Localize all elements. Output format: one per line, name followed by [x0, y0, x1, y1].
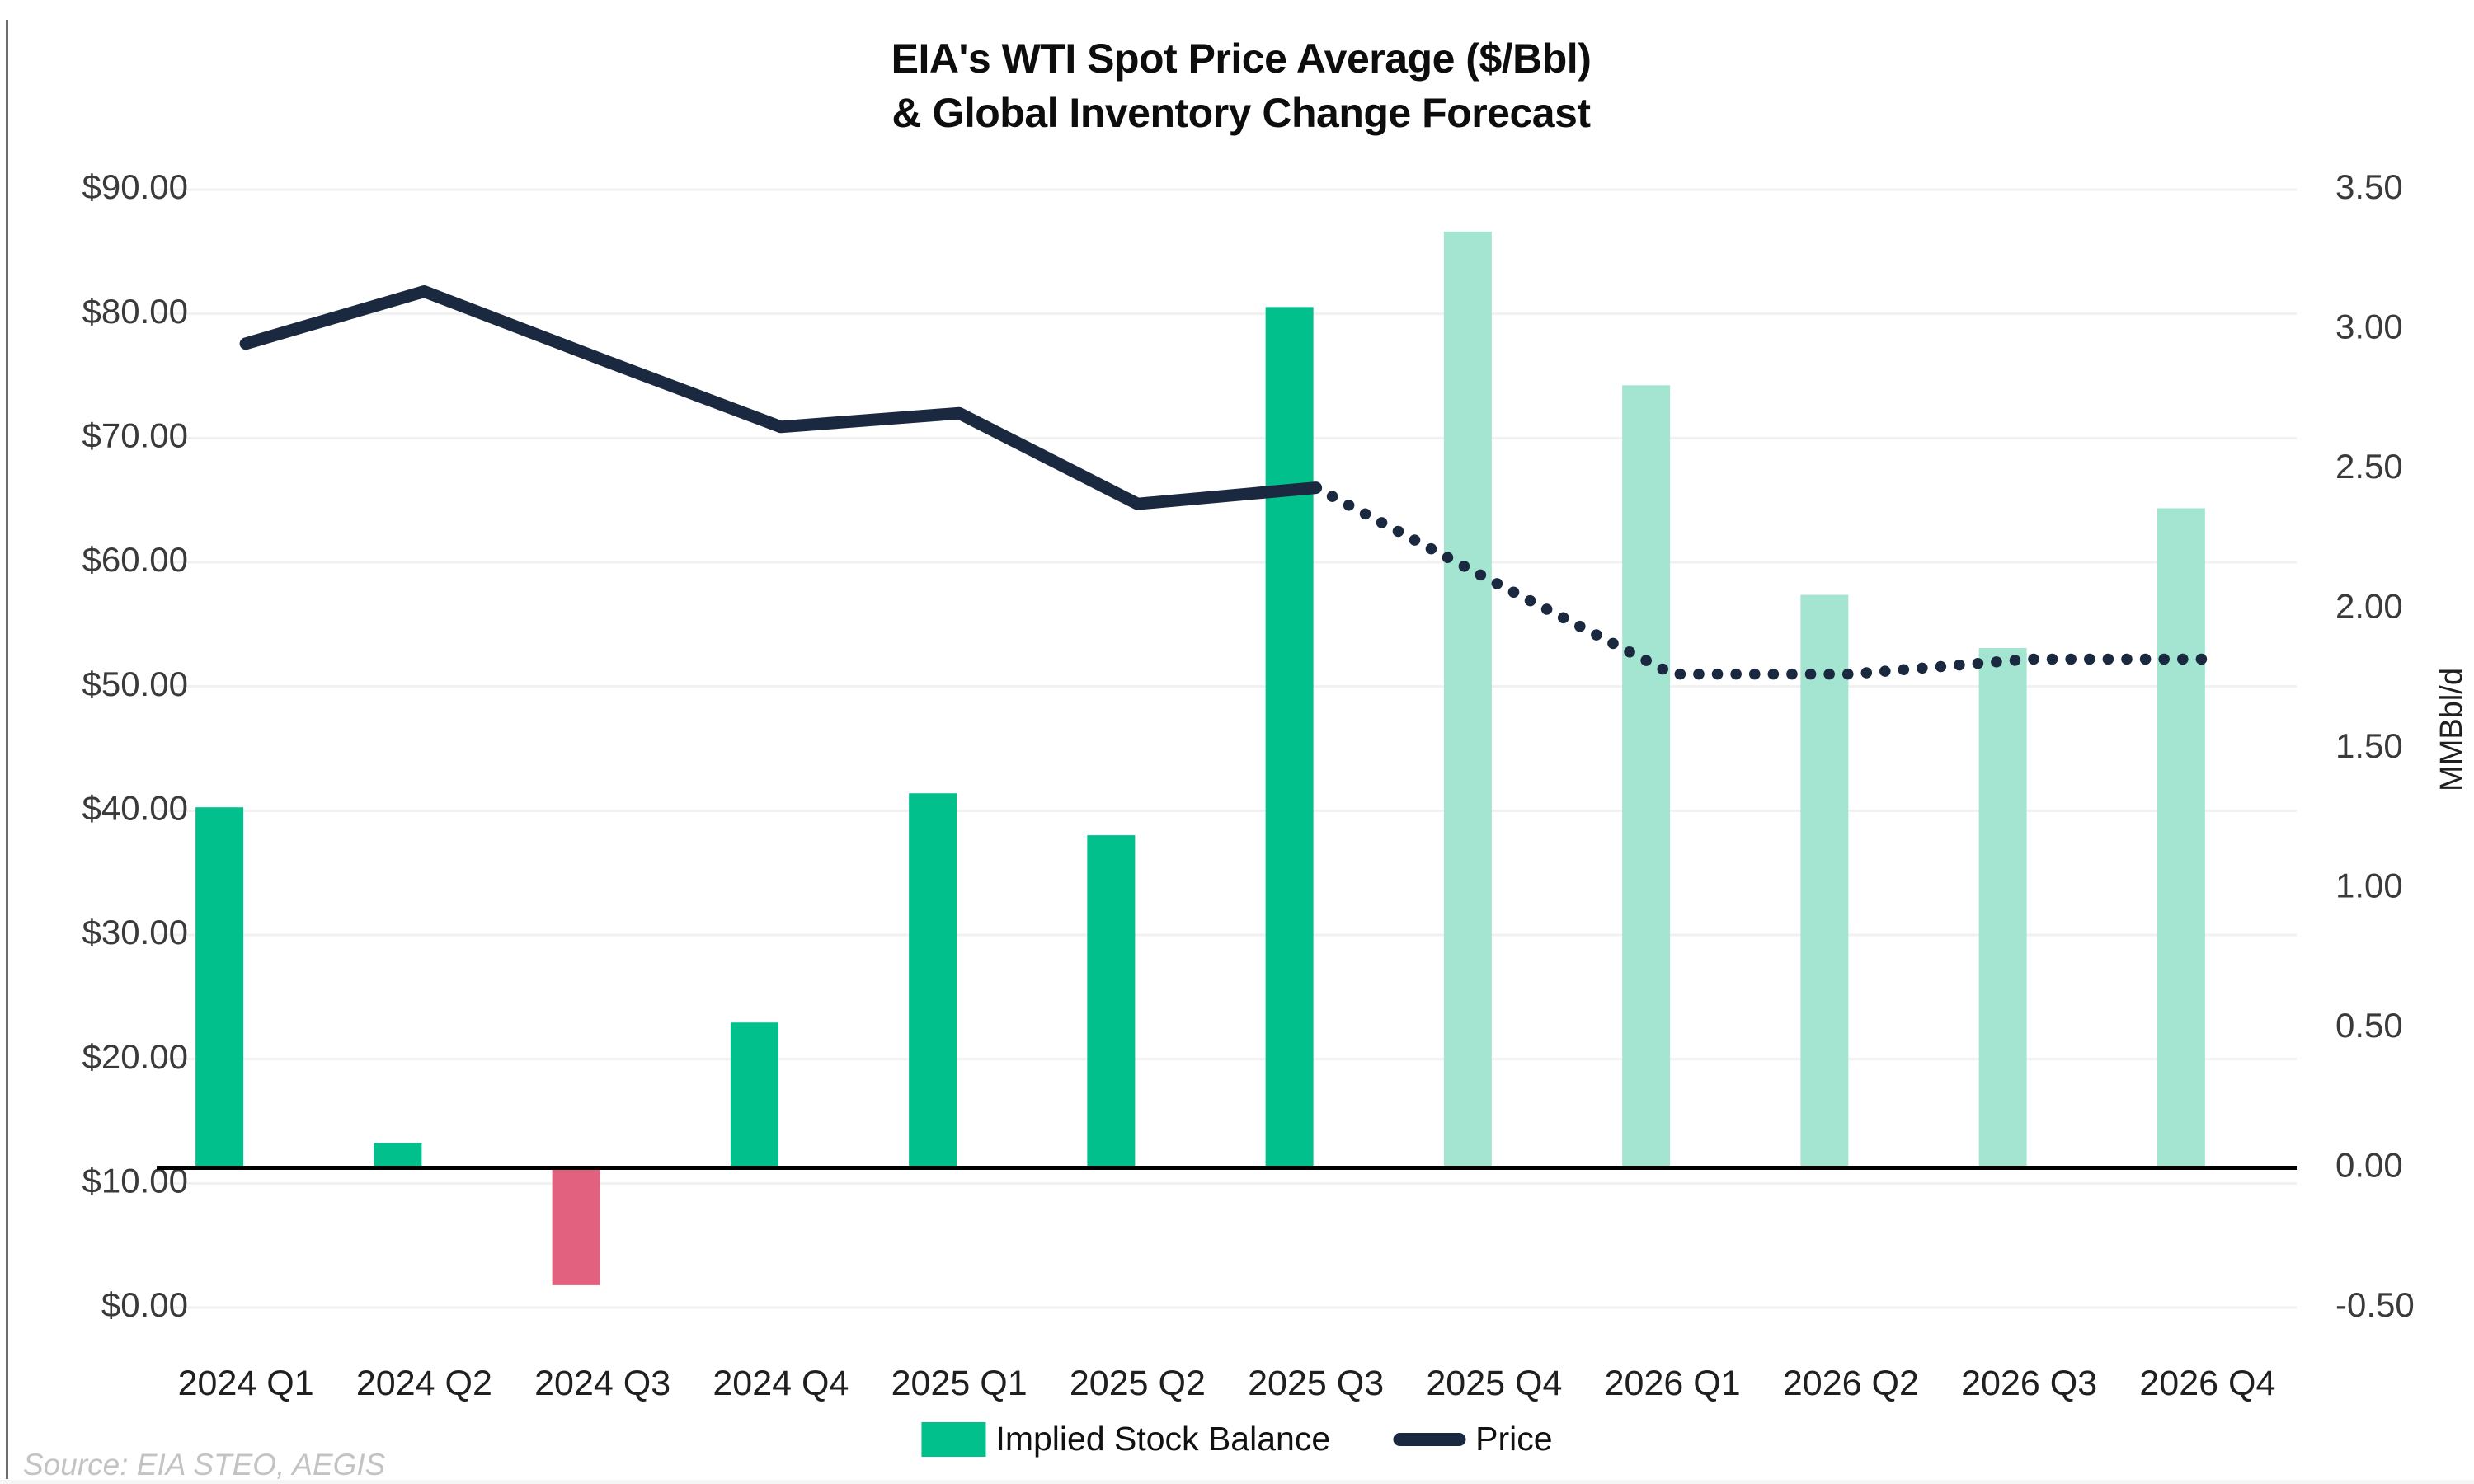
bar-2026-Q2 — [1800, 594, 1849, 1168]
right-axis-tick-1.50: 1.50 — [2335, 726, 2403, 765]
source-note: Source: EIA STEO, AEGIS — [23, 1448, 386, 1482]
legend-label-implied-stock-balance: Implied Stock Balance — [995, 1420, 1331, 1458]
x-axis-label-2026-Q4: 2026 Q4 — [2139, 1364, 2275, 1403]
x-axis-label-2026-Q1: 2026 Q1 — [1605, 1364, 1741, 1403]
x-axis-label-2025-Q1: 2025 Q1 — [891, 1364, 1028, 1403]
bar-2024-Q2 — [374, 1142, 422, 1168]
bottom-edge-strip — [0, 1480, 2474, 1484]
bar-2024-Q3 — [552, 1167, 600, 1285]
left-axis-tick-40: $40.00 — [82, 788, 188, 827]
left-axis-tick-80: $80.00 — [82, 292, 188, 331]
bar-2025-Q1 — [909, 793, 957, 1168]
x-axis-label-2026-Q3: 2026 Q3 — [1961, 1364, 2097, 1403]
line-series-swatch-icon — [1393, 1432, 1466, 1446]
right-axis-tick-1.00: 1.00 — [2335, 866, 2403, 905]
legend-item-implied-stock-balance: Implied Stock Balance — [921, 1420, 1330, 1458]
chart-title-line1: EIA's WTI Spot Price Average ($/Bbl) — [891, 35, 1592, 82]
bar-2026-Q3 — [1978, 647, 2027, 1168]
x-axis-label-2024-Q4: 2024 Q4 — [713, 1364, 849, 1403]
right-axis-tick-0.00: 0.00 — [2335, 1146, 2403, 1185]
right-axis-tick-3.50: 3.50 — [2335, 167, 2403, 206]
chart-title: EIA's WTI Spot Price Average ($/Bbl) & G… — [0, 31, 2474, 140]
x-axis-label-2026-Q2: 2026 Q2 — [1783, 1364, 1919, 1403]
bar-2026-Q4 — [2157, 508, 2205, 1168]
chart-legend: Implied Stock Balance Price — [921, 1420, 1553, 1458]
bar-2025-Q2 — [1087, 835, 1136, 1168]
legend-label-price: Price — [1475, 1420, 1553, 1458]
bar-series-swatch-icon — [921, 1421, 986, 1457]
right-axis-tick-0.50: 0.50 — [2335, 1006, 2403, 1045]
chart-title-line2: & Global Inventory Change Forecast — [891, 90, 1591, 136]
left-axis-tick-30: $30.00 — [82, 913, 188, 951]
left-axis-tick-90: $90.00 — [82, 167, 188, 206]
x-axis-label-2025-Q2: 2025 Q2 — [1070, 1364, 1206, 1403]
x-axis-label-2025-Q4: 2025 Q4 — [1426, 1364, 1562, 1403]
bar-2025-Q3 — [1265, 307, 1314, 1168]
x-axis-label-2024-Q2: 2024 Q2 — [356, 1364, 492, 1403]
price-line-solid — [239, 285, 1323, 510]
x-axis-label-2024-Q3: 2024 Q3 — [534, 1364, 670, 1403]
right-axis-tick-2.00: 2.00 — [2335, 587, 2403, 626]
right-axis-tick-3.00: 3.00 — [2335, 308, 2403, 346]
x-axis-label-2025-Q3: 2025 Q3 — [1248, 1364, 1384, 1403]
left-axis-tick-0: $0.00 — [101, 1285, 188, 1324]
legend-item-price: Price — [1393, 1420, 1553, 1458]
right-axis-tick-2.50: 2.50 — [2335, 447, 2403, 486]
right-axis-title: MMBbl/d — [2434, 668, 2469, 791]
left-axis-tick-70: $70.00 — [82, 416, 188, 454]
left-axis-tick-60: $60.00 — [82, 540, 188, 579]
left-axis-tick-50: $50.00 — [82, 665, 188, 703]
price-line-dotted-forecast — [1310, 481, 2213, 680]
bar-2024-Q1 — [195, 807, 244, 1168]
bar-2026-Q1 — [1622, 385, 1671, 1168]
x-axis-label-2024-Q1: 2024 Q1 — [178, 1364, 314, 1403]
left-axis-tick-20: $20.00 — [82, 1037, 188, 1076]
bar-2025-Q4 — [1443, 231, 1492, 1168]
bar-2024-Q4 — [730, 1022, 778, 1168]
left-border-line — [6, 20, 8, 1479]
right-axis-tick--0.50: -0.50 — [2335, 1285, 2415, 1324]
